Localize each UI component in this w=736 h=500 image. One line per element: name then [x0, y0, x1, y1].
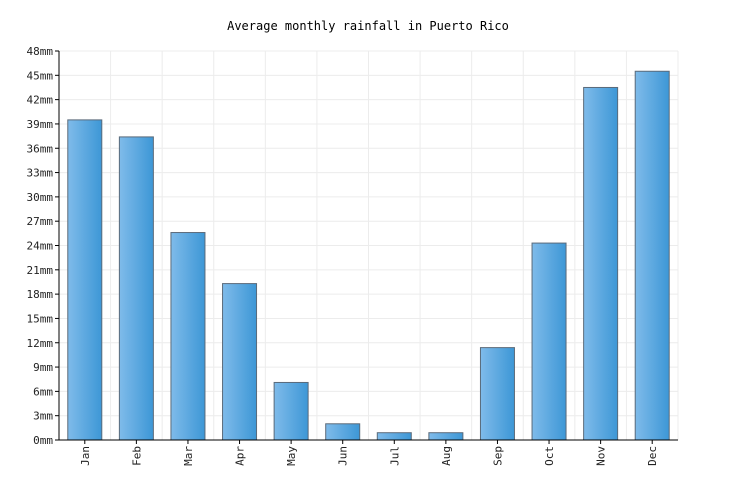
x-tick-label: Sep — [491, 446, 504, 466]
y-tick-label: 18mm — [27, 288, 54, 301]
bars-layer — [67, 70, 670, 441]
bar-may — [273, 381, 309, 441]
y-tick-label: 39mm — [27, 118, 54, 131]
y-tick-label: 42mm — [27, 94, 54, 107]
bar-mar — [170, 232, 206, 441]
y-tick-label: 24mm — [27, 240, 54, 253]
chart-title: Average monthly rainfall in Puerto Rico — [227, 19, 509, 33]
y-tick-label: 0mm — [33, 434, 53, 447]
x-tick-label: Apr — [234, 446, 247, 466]
x-tick-labels: Jan Feb Mar Apr May Jun Jul Aug Sep Oct Nov Dec — [79, 440, 659, 466]
y-tick-label: 30mm — [27, 191, 54, 204]
y-tick-label: 12mm — [27, 337, 54, 350]
y-tick-label: 15mm — [27, 312, 54, 325]
y-tick-label: 21mm — [27, 264, 54, 277]
bar-sep — [479, 347, 515, 441]
x-tick-label: Mar — [182, 446, 195, 466]
bar-aug — [428, 432, 464, 441]
bar-jun — [325, 423, 361, 441]
bar-apr — [222, 283, 258, 441]
x-tick-label: Nov — [595, 446, 608, 466]
bar-oct — [531, 242, 567, 441]
y-tick-label: 48mm — [27, 45, 54, 58]
y-tick-label: 36mm — [27, 142, 54, 155]
x-tick-label: Jan — [79, 446, 92, 466]
x-tick-label: Jul — [388, 446, 401, 466]
bar-nov — [583, 86, 619, 441]
bar-dec — [634, 70, 670, 441]
x-tick-label: Dec — [646, 446, 659, 466]
grid-layer — [59, 50, 679, 440]
x-tick-label: Oct — [543, 446, 556, 466]
x-tick-label: Feb — [130, 446, 143, 466]
y-tick-label: 3mm — [33, 410, 53, 423]
bar-jul — [376, 432, 412, 441]
x-tick-label: Aug — [440, 446, 453, 466]
x-tick-label: May — [285, 446, 298, 466]
y-tick-label: 33mm — [27, 167, 54, 180]
y-tick-labels: 0mm 3mm 6mm 9mm 12mm 15mm 18mm 21mm 24mm 27mm 30mm… — [27, 45, 59, 447]
y-tick-label: 9mm — [33, 361, 53, 374]
y-tick-label: 27mm — [27, 215, 54, 228]
x-tick-label: Jun — [337, 446, 350, 466]
y-tick-label: 45mm — [27, 69, 54, 82]
bar-jan — [67, 119, 103, 441]
y-tick-label: 6mm — [33, 385, 53, 398]
bar-feb — [118, 136, 154, 441]
